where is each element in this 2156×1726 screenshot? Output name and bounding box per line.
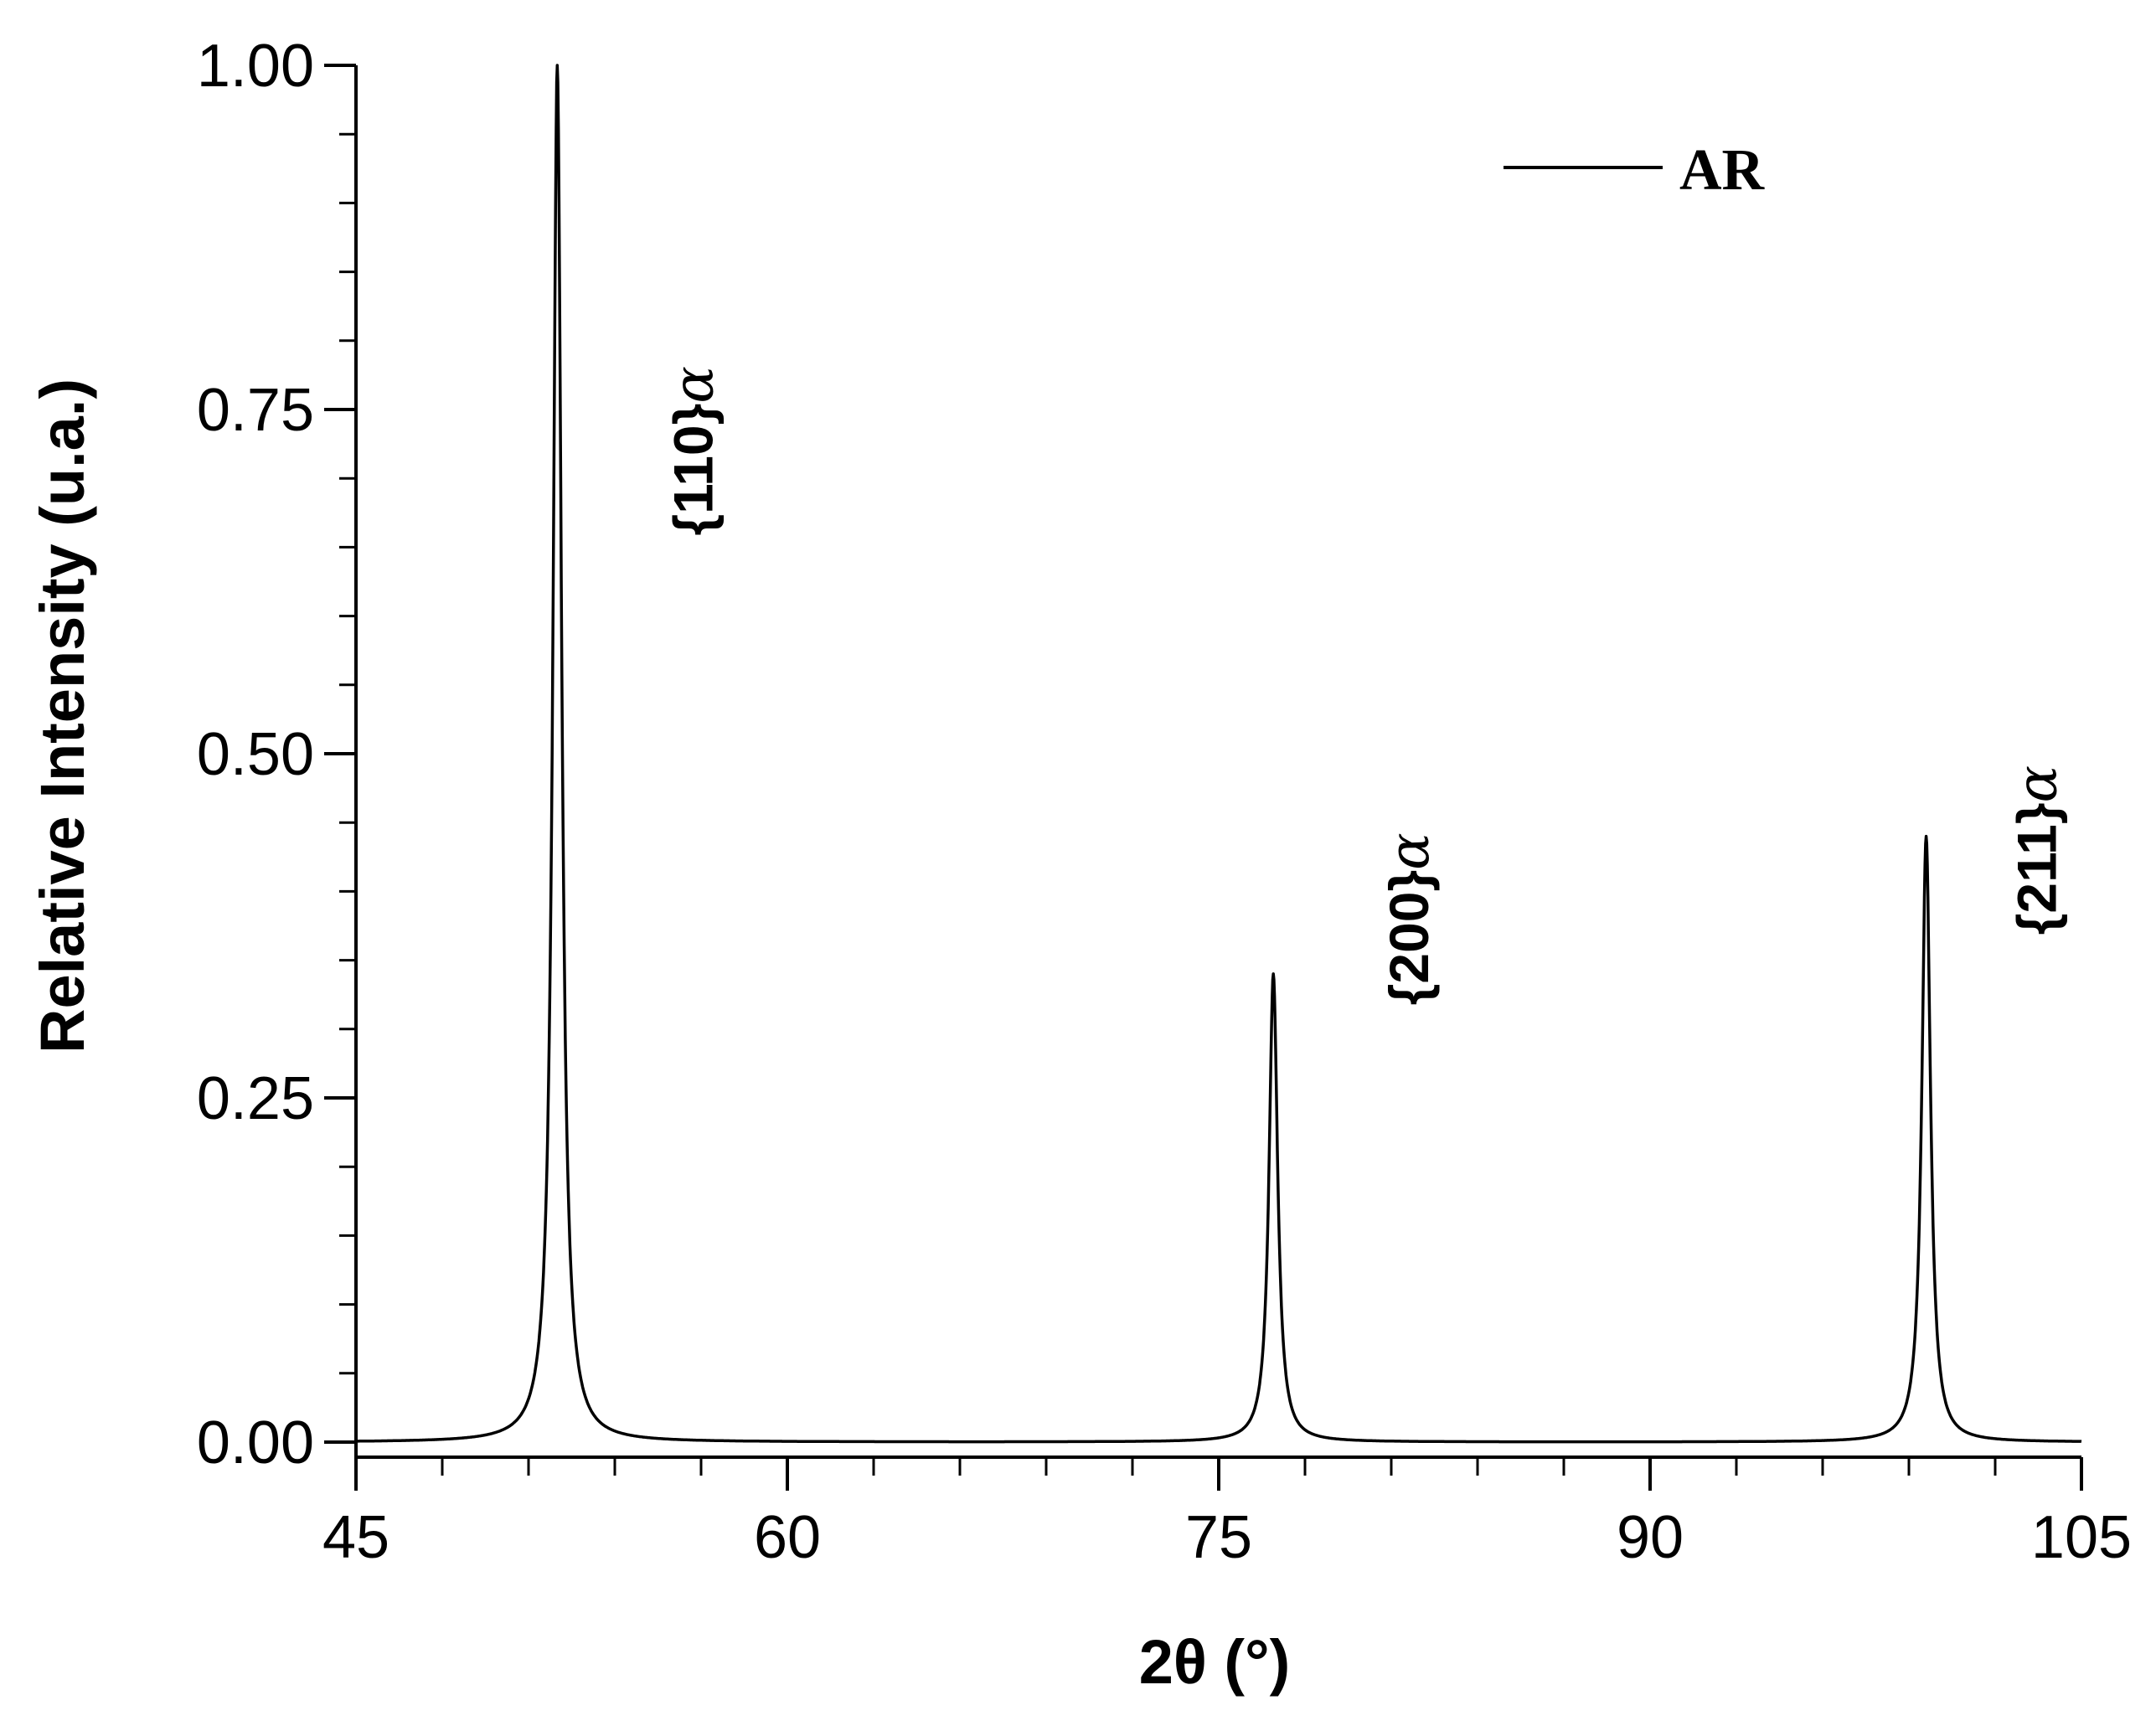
legend-label-ar: AR (1679, 138, 1766, 203)
legend: AR (1504, 138, 1766, 203)
y-tick-label: 1.00 (197, 33, 314, 100)
peak-label: {200}α (1377, 832, 1442, 1005)
axes (354, 65, 2081, 1459)
peak-label-index: {211} (2006, 802, 2068, 935)
y-tick-label: 0.50 (197, 721, 314, 788)
peak-label: {110}α (661, 366, 725, 535)
y-axis-title: Relative Intensity (u.a.) (28, 379, 97, 1054)
y-tick-label: 0.25 (197, 1065, 314, 1132)
x-tick-label: 90 (1617, 1504, 1684, 1571)
peak-label-phase: α (2005, 765, 2070, 803)
peak-labels: {110}α{200}α {211}α (661, 366, 2069, 1005)
ticks: 0.00 0.25 0.50 0.75 1.00 45 60 75 90 105 (197, 33, 2132, 1571)
peak-label-index: {200} (1378, 870, 1440, 1006)
peak-label-phase: α (661, 366, 725, 404)
peak-label-index: {110} (662, 404, 724, 536)
y-tick-label: 0.00 (197, 1409, 314, 1476)
x-tick-label: 60 (754, 1504, 821, 1571)
x-axis-title: 2θ (°) (1139, 1627, 1291, 1697)
peak-label-phase: α (1377, 832, 1442, 870)
x-tick-label: 45 (322, 1504, 389, 1571)
peak-label: {211}α (2005, 765, 2070, 935)
y-tick-label: 0.75 (197, 377, 314, 444)
curve-layer (354, 64, 2083, 1444)
x-tick-label: 75 (1185, 1504, 1252, 1571)
x-tick-label: 105 (2031, 1504, 2132, 1571)
series-line-ar (354, 64, 2083, 1444)
